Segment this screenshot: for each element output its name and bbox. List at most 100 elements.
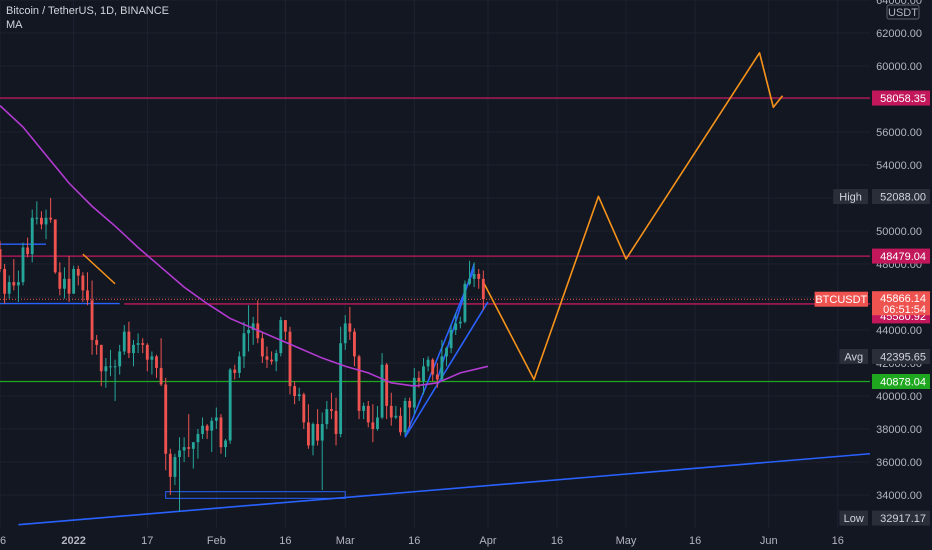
candle: [63, 267, 66, 299]
candle-body: [72, 268, 76, 294]
candle-body: [417, 377, 421, 382]
candle: [44, 209, 48, 240]
candle-body: [311, 424, 315, 446]
candle-body: [159, 367, 163, 385]
candle: [279, 316, 283, 357]
candle: [58, 262, 62, 296]
candle: [362, 402, 366, 420]
candle: [155, 354, 158, 378]
candle: [348, 306, 352, 340]
range-box[interactable]: [165, 491, 346, 499]
candle-body: [293, 386, 297, 396]
price-tick-label: 54000.00: [876, 160, 922, 172]
candle: [191, 442, 195, 469]
candle: [164, 377, 168, 471]
low-name-tag: [839, 510, 868, 526]
candle: [99, 344, 103, 387]
candle: [316, 409, 320, 446]
price-tick-label: 34000.00: [876, 490, 922, 502]
candle: [247, 305, 250, 352]
candle: [228, 367, 232, 444]
candle: [214, 407, 218, 429]
candle-body: [0, 249, 2, 269]
candle: [219, 414, 223, 454]
trend-line[interactable]: [18, 452, 871, 526]
candle-body: [132, 344, 135, 354]
time-axis[interactable]: 16 2022 17 Feb 16 Mar 16 Apr 16 May 16 Jun 16: [0, 528, 870, 550]
wedge-line[interactable]: [404, 268, 475, 438]
time-tick-label: 16: [279, 535, 291, 547]
drawings[interactable]: [0, 51, 871, 526]
time-tick-label: 2022: [61, 535, 85, 547]
unit-label: USDT: [888, 7, 918, 19]
time-tick-label: Apr: [479, 535, 496, 547]
candles: [0, 198, 485, 512]
price-tick-label: 40000.00: [876, 391, 922, 403]
candle: [178, 437, 181, 512]
candle-body: [118, 351, 122, 367]
candle: [242, 321, 246, 368]
candle: [26, 237, 30, 258]
candle-body: [306, 422, 310, 446]
unit-badge[interactable]: [886, 4, 920, 20]
candle-body: [191, 442, 195, 449]
high-name: High: [839, 192, 862, 204]
candle-body: [412, 377, 416, 408]
candle: [136, 333, 140, 354]
candle-body: [247, 330, 250, 334]
candle-body: [270, 359, 274, 362]
candle: [270, 351, 274, 365]
time-tick-label: 16: [832, 535, 844, 547]
candle-body: [316, 424, 320, 441]
candle-body: [224, 440, 227, 448]
candle-body: [90, 300, 94, 340]
candle-body: [95, 339, 99, 345]
price-axis[interactable]: 34000.0036000.0038000.0040000.0042000.00…: [870, 0, 932, 550]
candle: [343, 315, 347, 350]
price-tick-label: 38000.00: [876, 424, 922, 436]
high-name-tag: [833, 189, 868, 205]
projection-path[interactable]: [482, 51, 784, 381]
candle: [256, 300, 260, 344]
annotation-line[interactable]: [82, 253, 116, 285]
time-tick-label: 16: [408, 535, 420, 547]
chart-symbol-title[interactable]: Bitcoin / TetherUS, 1D, BINANCE: [6, 5, 170, 17]
candle: [458, 316, 462, 329]
candle: [371, 404, 375, 443]
candle-body: [394, 415, 398, 418]
low-tag: [872, 510, 930, 526]
candle-body: [233, 369, 237, 373]
candle-body: [353, 331, 356, 357]
bar-countdown: 06:51:54: [883, 304, 926, 316]
time-tick-label: Mar: [336, 535, 355, 547]
candle-body: [376, 417, 379, 429]
candle-body: [440, 356, 444, 380]
candle-body: [320, 424, 324, 441]
candle: [201, 417, 204, 439]
time-tick-label: 16: [551, 535, 563, 547]
candle: [127, 321, 131, 359]
avg-name-tag: [839, 348, 868, 364]
candle-body: [76, 268, 80, 276]
candle-body: [458, 321, 462, 324]
candle: [132, 339, 135, 367]
candle-body: [16, 282, 20, 286]
candle-body: [7, 282, 11, 294]
indicator-label[interactable]: MA: [6, 19, 23, 31]
candle: [408, 397, 412, 428]
candle: [0, 240, 2, 273]
candle-body: [472, 273, 476, 279]
candle-body: [205, 425, 209, 431]
candle-body: [463, 283, 467, 322]
candle-body: [145, 344, 149, 360]
wedge-line[interactable]: [404, 301, 489, 438]
candle-body: [302, 394, 306, 423]
candle-body: [58, 272, 62, 289]
horizontal-levels[interactable]: [0, 97, 870, 383]
price-tick-label: 50000.00: [876, 226, 922, 238]
candle-body: [449, 330, 453, 349]
candle: [118, 344, 122, 375]
candle-body: [67, 278, 71, 294]
candle: [320, 412, 324, 491]
